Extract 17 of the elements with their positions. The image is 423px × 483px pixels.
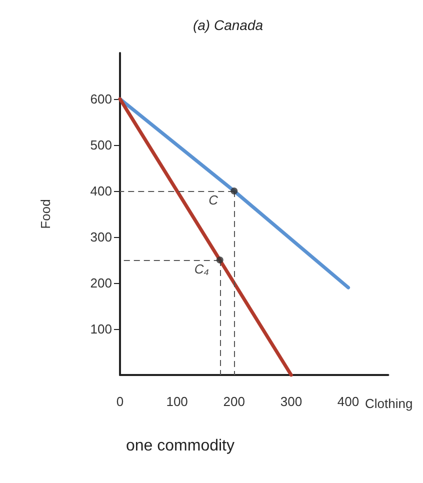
- annotation: C₄: [194, 262, 209, 276]
- x-tick-label: 100: [166, 394, 188, 409]
- x-tick-label: 0: [116, 394, 124, 409]
- chart-title: (a) Canada: [192, 17, 264, 33]
- y-tick-label: 300: [90, 230, 112, 244]
- y-tick-label: 500: [90, 138, 112, 152]
- x-tick-label: 300: [280, 394, 302, 409]
- annotation: C: [208, 192, 219, 208]
- y-axis-title: Food: [38, 199, 53, 229]
- y-tick-label: 200: [90, 276, 112, 290]
- text: one commodity: [126, 438, 234, 454]
- x-tick-label: 200: [223, 394, 245, 409]
- x-axis-title: Clothing: [365, 396, 413, 411]
- y-tick-label: 100: [90, 322, 112, 336]
- x-tick-label: 400: [337, 394, 360, 409]
- y-tick-label: 400: [90, 184, 112, 198]
- y-tick-label: 600: [90, 92, 112, 106]
